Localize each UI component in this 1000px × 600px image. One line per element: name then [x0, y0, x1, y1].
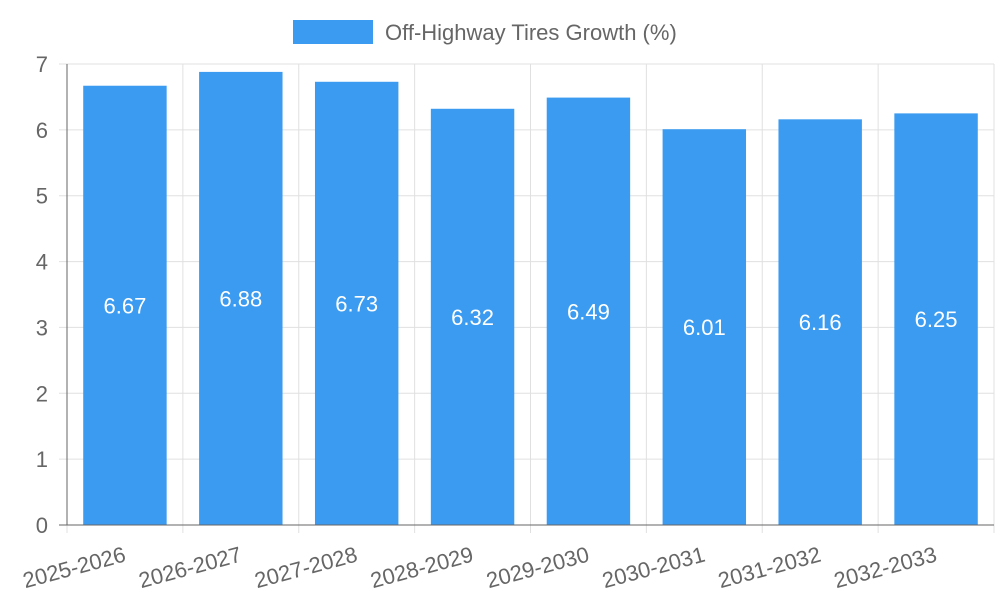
y-tick-label: 3 [36, 315, 48, 340]
bar-value-label: 6.67 [104, 293, 147, 318]
x-tick-label: 2030-2031 [600, 542, 708, 593]
bar [894, 113, 978, 526]
bar-value-label: 6.16 [799, 310, 842, 335]
legend-swatch [293, 20, 373, 44]
x-tick-label: 2025-2026 [20, 542, 128, 593]
y-tick-label: 4 [36, 250, 48, 275]
y-tick-label: 6 [36, 118, 48, 143]
y-tick-label: 0 [36, 513, 48, 538]
legend-label: Off-Highway Tires Growth (%) [385, 20, 677, 45]
bar [778, 119, 862, 525]
x-axis-ticks: 2025-2026 2026-2027 2027-2028 2028-2029 2029… [20, 542, 939, 593]
bar-value-label: 6.01 [683, 315, 726, 340]
y-tick-label: 7 [36, 52, 48, 77]
bars: 6.67 6.88 6.73 6.32 6.49 6.01 6.16 6.25 [83, 71, 978, 526]
bar [314, 81, 399, 525]
axes [59, 64, 994, 526]
y-tick-label: 1 [36, 447, 48, 472]
bar [662, 129, 747, 525]
bar-value-label: 6.88 [219, 286, 262, 311]
bar [430, 108, 515, 525]
x-tick-label: 2032-2033 [831, 542, 939, 593]
bar-value-label: 6.25 [915, 307, 958, 332]
bar-value-label: 6.32 [451, 305, 494, 330]
bar [83, 85, 167, 526]
y-tick-label: 2 [36, 381, 48, 406]
x-tick-label: 2029-2030 [484, 542, 592, 593]
bar-value-label: 6.49 [567, 299, 610, 324]
bar [546, 97, 631, 525]
bar-value-label: 6.73 [335, 291, 378, 316]
x-tick-label: 2026-2027 [136, 542, 244, 593]
x-tick-label: 2028-2029 [368, 542, 476, 593]
legend[interactable]: Off-Highway Tires Growth (%) [293, 20, 677, 45]
bar [199, 71, 283, 525]
x-tick-label: 2027-2028 [252, 542, 360, 593]
y-axis-ticks: 0 1 2 3 4 5 6 7 [36, 52, 48, 538]
y-tick-label: 5 [36, 184, 48, 209]
x-tick-label: 2031-2032 [715, 542, 823, 593]
